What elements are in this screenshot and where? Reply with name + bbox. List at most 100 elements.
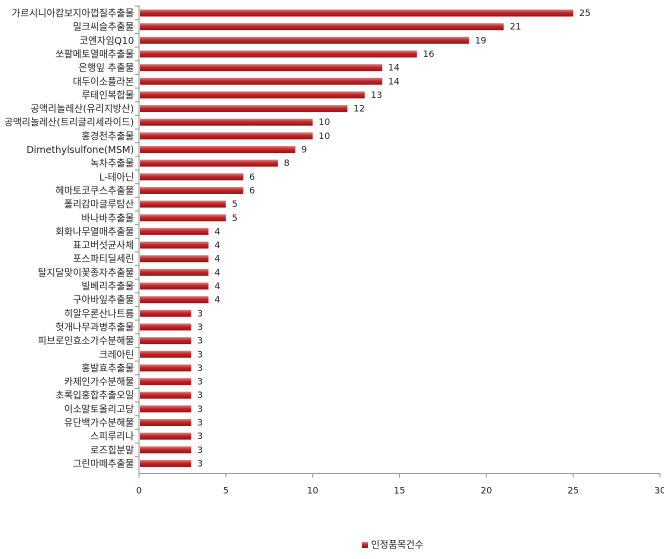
bar [140, 391, 192, 399]
category-label: 초록입홍합추출오일 [55, 390, 134, 402]
data-label: 3 [197, 391, 203, 401]
data-label: 3 [197, 419, 203, 429]
bar [140, 64, 383, 72]
category-label: 헤마토코쿠스추출물 [55, 185, 134, 197]
bar [140, 378, 192, 386]
category-label: 루테인복합물 [82, 90, 135, 101]
data-label: 3 [197, 337, 203, 347]
category-label: 코엔자임Q10 [79, 35, 134, 47]
bar [140, 214, 226, 222]
bar [140, 282, 209, 290]
legend-label: 인정품목건수 [371, 540, 424, 551]
data-label: 3 [197, 459, 203, 469]
category-label: 스피루리나 [90, 432, 134, 443]
data-label: 10 [319, 118, 331, 128]
data-label: 13 [371, 91, 382, 101]
category-label: 녹차추출물 [90, 158, 134, 170]
bar [140, 77, 383, 85]
data-label: 6 [249, 173, 255, 183]
data-label: 3 [197, 323, 203, 333]
category-label: 대두이소플라본 [73, 77, 134, 88]
category-label: 회화나무열매추출물 [55, 227, 134, 238]
data-label: 3 [197, 350, 203, 360]
legend-swatch [362, 542, 368, 548]
bar [140, 350, 192, 358]
bar [140, 159, 278, 167]
category-label: 바나바추출물 [82, 213, 135, 224]
category-label: 크레아틴 [99, 350, 134, 361]
bar [140, 200, 226, 208]
data-label: 4 [214, 296, 220, 306]
category-label: 이소말토올리고당 [64, 403, 134, 415]
data-label: 14 [388, 64, 400, 74]
data-label: 3 [197, 432, 203, 442]
category-label: 빌베리추출물 [82, 282, 135, 293]
bar [140, 337, 192, 345]
category-label: 카제인가수분해물 [64, 376, 134, 388]
category-label: 유단백가수분해물 [64, 417, 134, 429]
bar [140, 173, 244, 181]
x-tick-label: 0 [136, 486, 142, 496]
data-label: 14 [388, 77, 400, 87]
x-tick-label: 30 [654, 486, 664, 496]
data-label: 8 [284, 159, 290, 169]
bar [140, 186, 244, 194]
data-label: 16 [423, 50, 435, 60]
category-label: 로즈힙분말 [90, 444, 134, 456]
category-label: 은행잎 추출물 [79, 62, 135, 74]
bar [140, 364, 192, 372]
x-tick-label: 15 [394, 486, 405, 496]
category-label: 피브로인효소가수분해물 [38, 335, 134, 347]
bar [140, 132, 313, 140]
bar [140, 419, 192, 426]
x-tick-label: 5 [223, 486, 229, 496]
bar [140, 255, 209, 263]
category-label: 탈지달맞이꽃종자추출물 [38, 267, 134, 279]
bar [140, 36, 469, 44]
data-label: 6 [249, 186, 255, 196]
legend: 인정품목건수 [362, 540, 424, 551]
data-label: 3 [197, 364, 203, 374]
data-label: 4 [214, 227, 220, 237]
data-label: 4 [214, 282, 220, 292]
category-label: 밀크씨슬추출물 [73, 21, 134, 33]
bar [140, 105, 348, 113]
bar [140, 309, 192, 317]
bar [140, 118, 313, 126]
data-label: 5 [232, 214, 238, 224]
category-label: 폴리감마글루탐산 [64, 199, 134, 211]
bar [140, 446, 192, 454]
data-label: 4 [214, 241, 220, 251]
bar [140, 241, 209, 249]
bar [140, 459, 192, 467]
data-label: 3 [197, 405, 203, 415]
data-label: 21 [510, 23, 521, 33]
bar [140, 296, 209, 304]
category-label: 홍발효추출물 [82, 362, 135, 374]
data-label: 3 [197, 309, 203, 319]
category-label: 구아바잎추출물 [73, 294, 134, 306]
x-tick-label: 10 [307, 486, 319, 496]
category-label: 공액리놀레산(트리글리세라이드) [4, 117, 134, 129]
bar [140, 146, 296, 153]
x-tick-label: 25 [567, 486, 578, 496]
category-label: 표고버섯균사체 [73, 241, 134, 252]
bar [140, 268, 209, 276]
bar [140, 405, 192, 413]
category-label: 히알우론산나트륨 [64, 309, 134, 320]
bar [140, 91, 365, 99]
data-label: 9 [301, 146, 307, 156]
category-label: 가르시니아캄보지아껍질추출물 [12, 8, 135, 20]
bar [140, 9, 574, 17]
category-label: 홍경천추출물 [82, 130, 135, 142]
category-label: 포스파티딜세린 [73, 253, 134, 265]
bar [140, 323, 192, 331]
category-label: 그린마떼추출물 [73, 459, 134, 470]
category-label: Dimethylsulfone(MSM) [26, 145, 134, 156]
x-tick-label: 20 [481, 486, 493, 496]
data-label: 3 [197, 446, 203, 456]
data-label: 4 [214, 255, 220, 265]
bar [140, 432, 192, 440]
bar [140, 227, 209, 235]
